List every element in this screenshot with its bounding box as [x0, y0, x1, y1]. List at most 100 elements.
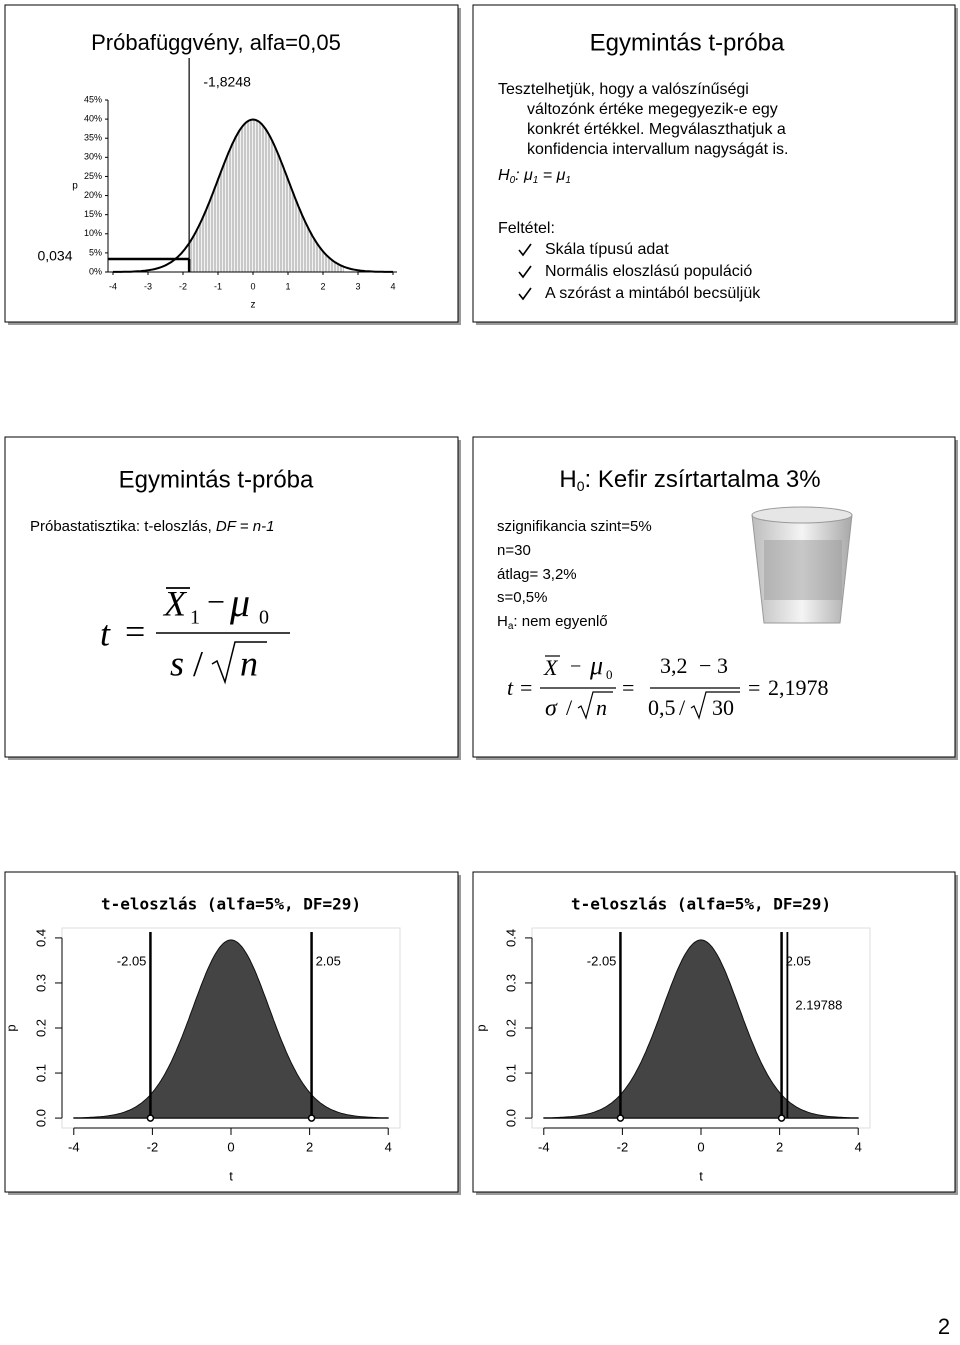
info-line: átlag= 3,2%: [497, 566, 577, 583]
y-axis-label: p: [72, 181, 78, 192]
formula-part: t: [100, 613, 111, 653]
text-subscript: 0: [577, 478, 585, 494]
paragraph-line: Tesztelhetjük, hogy a valószínűségi: [498, 81, 749, 98]
critical-label: -2.05: [117, 953, 147, 968]
critical-point: [616, 1114, 625, 1122]
info-line: n=30: [497, 542, 531, 559]
y-tick-label: 20%: [84, 190, 102, 200]
critical-label: -2.05: [587, 953, 617, 968]
y-tick-label: 0.3: [33, 974, 48, 992]
formula-part: =: [520, 675, 532, 700]
slide-title: Egymintás t-próba: [590, 29, 785, 56]
formula-part: 0,5: [648, 695, 676, 720]
y-tick-label: 45%: [84, 94, 102, 104]
x-tick-label: 2: [306, 1139, 313, 1154]
text-part: : nem egyenlő: [513, 613, 607, 630]
x-tick-label: 0: [697, 1139, 704, 1154]
alternative: Ha: nem egyenlő: [497, 613, 608, 632]
y-tick-label: 15%: [84, 209, 102, 219]
formula-subscript: 0: [606, 667, 613, 682]
text-part: H: [559, 466, 576, 493]
cup-label: [764, 540, 842, 600]
y-tick-label: 0.4: [33, 929, 48, 947]
critical-point: [307, 1114, 316, 1122]
p-value-label: 0,034: [37, 248, 72, 264]
chart-title: t-eloszlás (alfa=5%, DF=29): [571, 895, 831, 914]
condition-label: Feltétel:: [498, 220, 555, 237]
y-tick-label: 0.0: [33, 1109, 48, 1127]
y-tick-label: 0.1: [33, 1064, 48, 1082]
y-tick-label: 0.4: [503, 929, 518, 947]
x-tick-label: 4: [855, 1139, 862, 1154]
checkmark: [518, 287, 532, 301]
formula-part: −: [570, 656, 581, 678]
slide-title: H0: Kefir zsírtartalma 3%: [559, 466, 820, 493]
formula: t = X − μ 0 σ / n = 3,2 − 3 0,5 / 30 = 2…: [507, 651, 829, 722]
formula-part: =: [622, 675, 634, 700]
radical: [690, 691, 740, 720]
y-tick-label: 25%: [84, 171, 102, 181]
density-area: [543, 939, 859, 1119]
formula-part: μ: [589, 651, 603, 680]
paragraph-line: konfidencia intervallum nagyságát is.: [527, 141, 788, 158]
y-tick-label: 30%: [84, 152, 102, 162]
statistic-text: Próbastatisztika: t-eloszlás, DF = n-1: [30, 518, 274, 535]
critical-point: [777, 1114, 786, 1122]
y-tick-label: 0.0: [503, 1109, 518, 1127]
checkmark: [518, 265, 532, 279]
x-tick-label: -4: [68, 1139, 80, 1154]
x-tick-label: 4: [385, 1139, 392, 1154]
y-axis-label: p: [3, 1024, 18, 1031]
x-tick-label: -1: [214, 281, 222, 291]
formula-subscript: 1: [190, 607, 200, 629]
x-tick-label: 2: [320, 281, 325, 291]
y-tick-label: 0.2: [33, 1019, 48, 1037]
critical-label: 2.05: [786, 953, 811, 968]
slide-frame: [472, 436, 956, 758]
formula-part: 3,2: [660, 653, 688, 678]
y-tick-label: 0.1: [503, 1064, 518, 1082]
x-tick-label: -2: [617, 1139, 629, 1154]
x-tick-label: -4: [538, 1139, 550, 1154]
y-tick-label: 40%: [84, 113, 102, 123]
radical: [577, 691, 613, 720]
formula-part: H: [498, 167, 510, 184]
formula-part: 2,1978: [768, 675, 829, 700]
kefir-image: [751, 506, 853, 624]
formula-part: =: [125, 611, 145, 651]
critical-point: [146, 1114, 155, 1122]
statistic-label: 2.19788: [795, 997, 842, 1012]
formula-part: /: [193, 643, 203, 683]
text-part: Próbastatisztika: t-eloszlás,: [30, 518, 216, 535]
condition-item: Normális eloszlású populáció: [545, 263, 752, 280]
condition-item: Skála típusú adat: [545, 241, 669, 258]
formula-subscript: 1: [565, 175, 571, 186]
page-number: 2: [938, 1314, 950, 1339]
critical-label: -1,8248: [203, 74, 251, 90]
y-tick-label: 0.2: [503, 1019, 518, 1037]
cup-rim: [751, 506, 853, 524]
radical: [211, 641, 267, 685]
formula-part: /: [679, 695, 686, 720]
hypothesis: H0: μ1 = μ1: [498, 167, 571, 185]
text-part: DF = n-1: [216, 518, 275, 535]
x-tick-label: 0: [227, 1139, 234, 1154]
paragraph-line: konkrét értékkel. Megválaszthatjuk a: [527, 121, 786, 138]
formula-part: X: [543, 655, 559, 680]
formula-part: s: [170, 643, 184, 683]
x-tick-label: 2: [776, 1139, 783, 1154]
slide-frame: [472, 4, 956, 323]
formula-part: −: [207, 583, 225, 619]
info-line: s=0,5%: [497, 589, 547, 606]
info-line: szignifikancia szint=5%: [497, 518, 652, 535]
formula-part: 3: [717, 653, 728, 678]
checkmark: [518, 243, 532, 257]
x-tick-label: -4: [109, 281, 117, 291]
x-tick-label: 1: [285, 281, 290, 291]
slide-frame: [4, 436, 459, 758]
x-tick-label: -3: [144, 281, 152, 291]
y-axis-label: p: [473, 1024, 488, 1031]
condition-item: A szórást a mintából becsüljük: [545, 285, 761, 302]
